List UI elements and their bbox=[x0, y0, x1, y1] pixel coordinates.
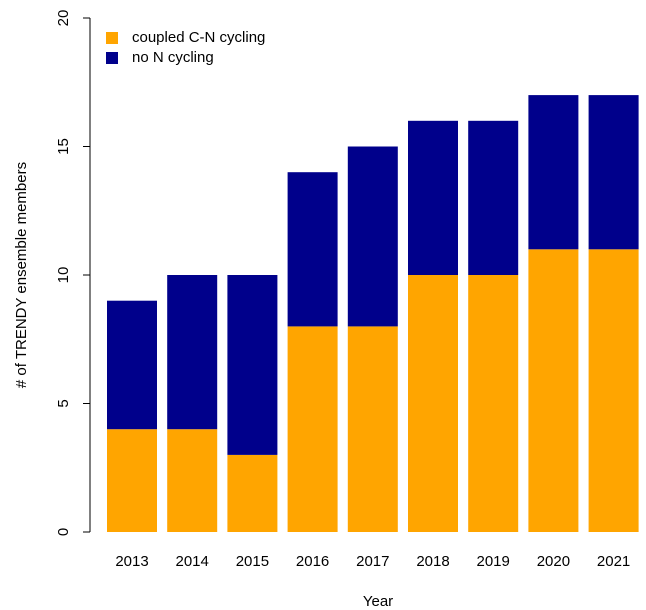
y-axis-label: # of TRENDY ensemble members bbox=[13, 162, 30, 388]
bar-segment bbox=[468, 120, 519, 275]
legend-swatch bbox=[106, 32, 118, 44]
y-tick-label: 20 bbox=[55, 10, 72, 27]
bar-segment bbox=[528, 95, 579, 250]
bar-segment bbox=[287, 326, 338, 532]
x-tick-label: 2016 bbox=[296, 553, 329, 570]
x-tick-label: 2019 bbox=[477, 553, 510, 570]
bar-segment bbox=[408, 275, 458, 532]
bar-segment bbox=[528, 249, 579, 533]
y-tick-label: 10 bbox=[55, 267, 72, 284]
legend-swatch bbox=[106, 52, 118, 64]
bar-segment bbox=[408, 120, 458, 275]
legend-label: no N cycling bbox=[132, 49, 214, 66]
y-tick-label: 5 bbox=[55, 399, 72, 407]
x-tick-label: 2017 bbox=[356, 553, 389, 570]
y-tick-label: 15 bbox=[55, 138, 72, 155]
x-axis-label: Year bbox=[363, 593, 393, 610]
x-tick-label: 2018 bbox=[416, 553, 449, 570]
bar-segment bbox=[167, 429, 218, 532]
legend-label: coupled C-N cycling bbox=[132, 29, 265, 46]
bar-segment bbox=[287, 172, 338, 327]
x-tick-label: 2015 bbox=[236, 553, 269, 570]
bar-segment bbox=[167, 275, 218, 430]
bar-segment bbox=[588, 95, 639, 250]
bar-segment bbox=[227, 275, 278, 455]
bar-segment bbox=[107, 429, 157, 532]
bar-segment bbox=[107, 300, 157, 430]
bar-segment bbox=[227, 454, 278, 532]
y-tick-label: 0 bbox=[55, 528, 72, 536]
x-tick-label: 2021 bbox=[597, 553, 630, 570]
x-tick-label: 2020 bbox=[537, 553, 570, 570]
bar-segment bbox=[347, 146, 398, 327]
x-tick-label: 2014 bbox=[176, 553, 209, 570]
bar-segment bbox=[588, 249, 639, 533]
bar-segment bbox=[347, 326, 398, 532]
bar-segment bbox=[468, 275, 519, 532]
x-tick-label: 2013 bbox=[115, 553, 148, 570]
